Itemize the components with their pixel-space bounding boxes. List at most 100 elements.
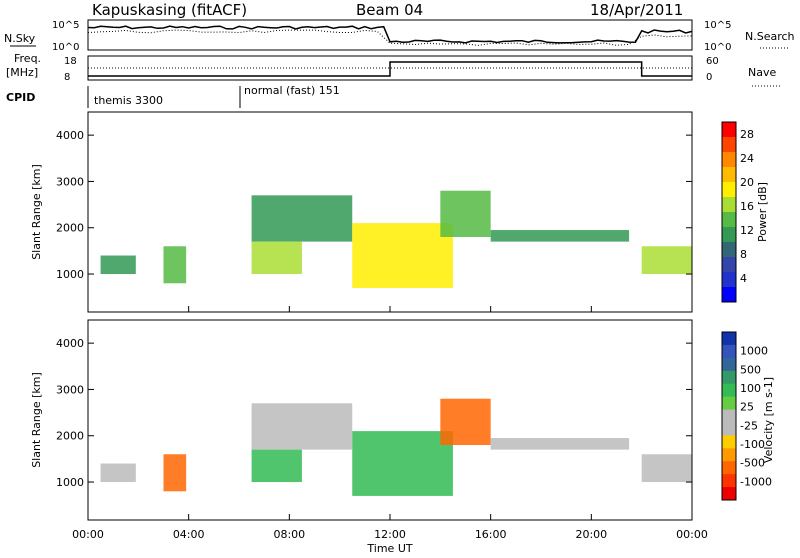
heatmap-region [641, 246, 692, 275]
colorbar-cell [722, 435, 736, 449]
colorbar-cell [722, 383, 736, 398]
colorbar-tick-label: 28 [740, 128, 754, 141]
freq-tick-top: 18 [64, 56, 77, 67]
colorbar-tick-label: -1000 [740, 475, 772, 488]
freq-label-1: Freq. [14, 52, 41, 65]
heatmap-region [490, 230, 630, 242]
date-label: 18/Apr/2011 [590, 1, 683, 19]
colorbar-cell [722, 422, 736, 436]
colorbar-cell [722, 448, 736, 462]
nave-label: Nave [748, 66, 776, 79]
colorbar-cell [722, 461, 736, 475]
heatmap-region [163, 246, 187, 284]
colorbar-tick-label: 12 [740, 224, 754, 237]
colorbar-tick-label: 100 [740, 382, 761, 395]
cpid-segment-1: themis 3300 [94, 94, 163, 107]
colorbar-cell [722, 357, 736, 372]
y-tick-label: 4000 [56, 337, 84, 350]
colorbar-cell [722, 182, 736, 198]
nave-tick-top: 60 [706, 56, 719, 67]
power-ylabel: Slant Range [km] [30, 164, 43, 260]
colorbar-tick-label: 500 [740, 363, 761, 376]
nsky-tick-top: 10^5 [52, 20, 79, 31]
velocity-panel: 1000 2000 3000 4000 Slant Range [km] 1000 50… [30, 306, 775, 555]
x-tick-label: 04:00 [173, 528, 205, 541]
nsearch-tick-top: 10^5 [704, 20, 731, 31]
colorbar-cell [722, 396, 736, 411]
colorbar-cell [722, 474, 736, 488]
colorbar-tick-label: 4 [740, 272, 747, 285]
x-tick-label: 12:00 [374, 528, 406, 541]
station-title: Kapuskasing (fitACF) [92, 1, 247, 19]
x-tick-label: 08:00 [273, 528, 305, 541]
velocity-ylabel: Slant Range [km] [30, 372, 43, 468]
colorbar-cell [722, 152, 736, 168]
cpid-label: CPID [6, 91, 35, 104]
heatmap-region [163, 454, 187, 492]
colorbar-cell [722, 167, 736, 183]
colorbar-tick-label: -500 [740, 457, 765, 470]
colorbar-cell [722, 122, 736, 138]
power-colorbar-label: Power [dB] [756, 182, 769, 242]
y-tick-label: 3000 [56, 383, 84, 396]
colorbar-cell [722, 487, 736, 501]
heatmap-region [100, 463, 136, 483]
x-tick-label: 00:00 [72, 528, 104, 541]
colorbar-cell [722, 272, 736, 288]
nsearch-label: N.Search [745, 30, 795, 43]
colorbar-frame [721, 331, 737, 501]
colorbar-tick-label: 1000 [740, 345, 768, 358]
heatmap-region [352, 223, 453, 288]
colorbar-cell [722, 257, 736, 273]
heatmap-region [440, 398, 491, 445]
nsearch-series-line [87, 29, 693, 46]
nsky-label: N.Sky [4, 32, 36, 45]
beam-label: Beam 04 [356, 1, 423, 19]
nsky-panel: N.Sky 10^5 10^0 10^5 10^0 N.Search [4, 19, 795, 53]
nsky-series-line [87, 25, 693, 44]
colorbar-cell [722, 242, 736, 258]
freq-tick-bottom: 8 [64, 72, 70, 83]
velocity-colorbar-label: Velocity [m s-1] [762, 377, 775, 463]
colorbar-cell [722, 287, 736, 303]
heatmap-region [251, 403, 353, 450]
colorbar-tick-label: 24 [740, 152, 754, 165]
colorbar-tick-label: -100 [740, 438, 765, 451]
heatmap-region [251, 449, 302, 483]
colorbar-tick-label: 20 [740, 176, 754, 189]
heatmap-region [641, 454, 692, 483]
cpid-segment-2: normal (fast) 151 [244, 84, 340, 97]
heatmap-region [440, 190, 491, 237]
freq-panel: Freq. [MHz] 18 8 60 0 Nave [6, 52, 782, 87]
colorbar-tick-label: 25 [740, 401, 754, 414]
colorbar-tick-label: 16 [740, 200, 754, 213]
nsearch-tick-bottom: 10^0 [704, 42, 731, 53]
y-tick-label: 2000 [56, 430, 84, 443]
colorbar-tick-label: -25 [740, 419, 758, 432]
y-tick-label: 1000 [56, 268, 84, 281]
nave-tick-bottom: 0 [706, 72, 712, 83]
power-panel: 1000 2000 3000 4000 Slant Range [km] 28 24 20… [30, 111, 769, 313]
colorbar-cell [722, 344, 736, 359]
heatmap-region [251, 241, 302, 275]
colorbar-cell [722, 332, 736, 346]
nsky-tick-bottom: 10^0 [52, 42, 79, 53]
colorbar-cell [722, 137, 736, 153]
y-tick-label: 3000 [56, 175, 84, 188]
colorbar-cell [722, 370, 736, 385]
heatmap-region [251, 195, 353, 242]
x-axis-label: Time UT [366, 542, 412, 554]
colorbar-frame [721, 121, 737, 303]
x-tick-label: 20:00 [575, 528, 607, 541]
colorbar-cell [722, 212, 736, 228]
heatmap-region [490, 438, 630, 450]
colorbar-cell [722, 409, 736, 423]
colorbar-tick-label: 8 [740, 248, 747, 261]
freq-series-line [88, 61, 692, 77]
x-tick-label: 16:00 [475, 528, 507, 541]
colorbar-cell [722, 197, 736, 213]
y-tick-label: 2000 [56, 222, 84, 235]
y-tick-label: 1000 [56, 476, 84, 489]
y-tick-label: 4000 [56, 129, 84, 142]
